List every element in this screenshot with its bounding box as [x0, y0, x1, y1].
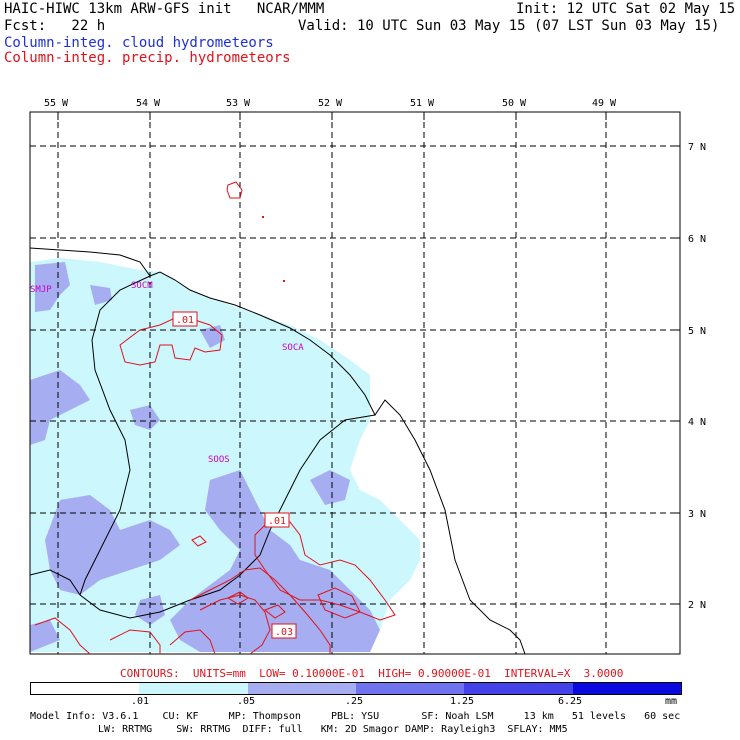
lon-label: 55 W	[44, 98, 69, 109]
contour-label: .01	[176, 315, 194, 326]
colorbar	[30, 682, 682, 695]
station-label: SOCM	[131, 281, 153, 291]
legend-precip-label: Column-integ. precip. hydrometeors	[4, 50, 291, 66]
model-info-line1: Model Info: V3.6.1 CU: KF MP: Thompson P…	[30, 711, 681, 722]
model-info-line2: LW: RRTMG SW: RRTMG DIFF: full KM: 2D Sm…	[98, 724, 568, 735]
lat-label: 5 N	[688, 326, 706, 337]
colorbar-bin	[464, 683, 573, 694]
frame-ticks	[57, 112, 680, 605]
lat-label: 4 N	[688, 417, 706, 428]
precip-speck	[283, 280, 285, 282]
contour-label: .03	[275, 627, 293, 638]
colorbar-unit: mm	[665, 696, 678, 707]
graticule	[30, 112, 680, 654]
cloud-shading-medium	[30, 262, 380, 652]
station-label: SOCA	[282, 343, 304, 353]
precip-speck	[262, 216, 264, 218]
lon-label: 52 W	[318, 98, 343, 109]
forecast-hour: Fcst: 22 h	[4, 18, 106, 34]
station-label: SMJP	[30, 285, 52, 295]
colorbar-bin	[572, 683, 681, 694]
colorbar-tick: 6.25	[558, 696, 583, 707]
colorbar-tick: .25	[345, 696, 364, 707]
lat-label: 3 N	[688, 509, 706, 520]
contour-label: .01	[268, 516, 286, 527]
colorbar-tick: .05	[237, 696, 256, 707]
station-label: SOOS	[208, 455, 230, 465]
lon-label: 49 W	[592, 98, 617, 109]
lat-label: 7 N	[688, 142, 706, 153]
legend-cloud-label: Column-integ. cloud hydrometeors	[4, 35, 274, 51]
lon-label: 54 W	[136, 98, 161, 109]
map-frame	[29, 111, 681, 655]
valid-time: Valid: 10 UTC Sun 03 May 15 (07 LST Sun …	[298, 18, 720, 34]
contour-label-box	[271, 623, 297, 639]
precip-contours	[34, 181, 396, 655]
contour-label-box	[172, 311, 198, 327]
colorbar-tick: .01	[131, 696, 150, 707]
init-time: Init: 12 UTC Sat 02 May 15	[516, 1, 736, 17]
contours-info: CONTOURS: UNITS=mm LOW= 0.10000E-01 HIGH…	[120, 667, 624, 680]
lon-label: 50 W	[502, 98, 527, 109]
lat-label: 2 N	[688, 600, 706, 611]
chart-title: HAIC-HIWC 13km ARW-GFS init NCAR/MMM	[4, 1, 325, 17]
contour-label-box	[264, 512, 290, 528]
colorbar-bin	[139, 683, 248, 694]
lon-label: 53 W	[226, 98, 251, 109]
colorbar-bin	[355, 683, 465, 694]
lon-label: 51 W	[410, 98, 435, 109]
coastlines-borders	[29, 247, 526, 655]
colorbar-bin	[247, 683, 356, 694]
colorbar-bin	[31, 683, 140, 694]
colorbar-tick: 1.25	[450, 696, 475, 707]
lat-label: 6 N	[688, 234, 706, 245]
